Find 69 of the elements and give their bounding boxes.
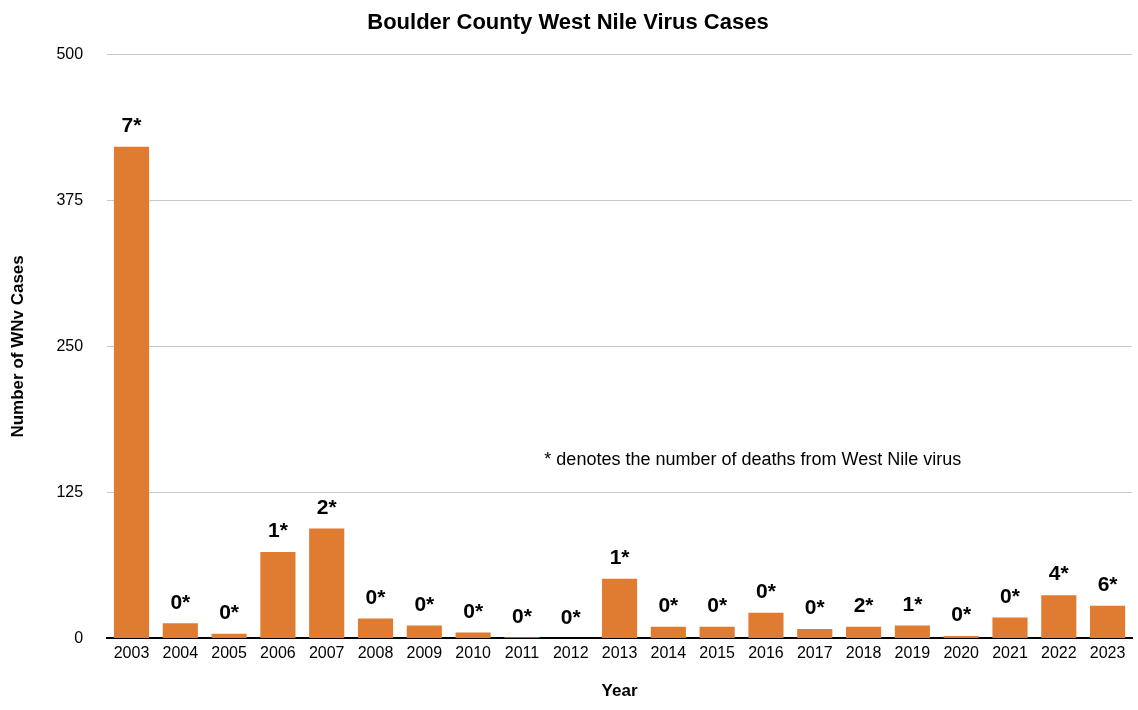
bar <box>211 633 247 638</box>
y-tick-label: 375 <box>56 190 84 208</box>
x-tick-label: 2006 <box>260 644 296 662</box>
x-tick-label: 2013 <box>601 644 638 662</box>
annotation: 0* <box>658 593 680 617</box>
x-tick-label: 2023 <box>1089 644 1126 662</box>
x-tick-label: 2011 <box>504 644 540 662</box>
y-tick-label: 500 <box>56 44 84 62</box>
bar <box>406 625 442 638</box>
annotation: 0* <box>560 604 582 628</box>
x-tick-label: 2015 <box>699 644 736 662</box>
y-tick-label: 125 <box>56 482 84 500</box>
x-tick-label: 2005 <box>211 644 248 662</box>
annotation: 4* <box>1048 561 1070 585</box>
x-tick-label: 2017 <box>796 644 833 662</box>
bar <box>699 626 735 638</box>
y-axis-title: Number of WNv Cases <box>7 255 27 438</box>
x-tick-label: 2020 <box>943 644 980 662</box>
annotation: 0* <box>1000 583 1021 607</box>
annotation: 0* <box>512 603 533 627</box>
annotation: 0* <box>951 602 972 626</box>
x-tick-label: 2021 <box>992 644 1028 662</box>
x-tick-label: 2003 <box>113 644 150 662</box>
bar <box>894 625 930 638</box>
annotation: 0* <box>219 600 240 624</box>
x-tick-label: 2012 <box>552 644 589 662</box>
x-tick-label: 2008 <box>357 644 394 662</box>
annotation: 2* <box>316 494 338 518</box>
annotation: 0* <box>463 598 484 622</box>
annotation: 2* <box>853 593 875 617</box>
bar <box>992 617 1028 638</box>
x-tick-label: 2018 <box>845 644 882 662</box>
annotation: 0* <box>365 584 387 608</box>
bar <box>113 146 150 638</box>
bar <box>1041 595 1077 638</box>
x-tick-label: 2022 <box>1041 644 1077 662</box>
bar <box>162 623 198 638</box>
x-tick-label: 2019 <box>894 644 931 662</box>
annotation: 1* <box>902 591 924 615</box>
annotation: 0* <box>170 589 192 613</box>
annotation: 6* <box>1097 571 1119 595</box>
annotation: 0* <box>707 593 728 617</box>
annotation: 0* <box>756 579 777 602</box>
x-tick-label: 2014 <box>650 644 687 662</box>
y-tick-label: 0 <box>74 628 84 646</box>
annotation: 0* <box>804 595 826 619</box>
bar <box>748 612 784 638</box>
chart-title: Boulder County West Nile Virus Cases <box>367 9 769 35</box>
bar <box>1090 605 1126 638</box>
bar <box>601 578 638 638</box>
bar <box>455 632 491 638</box>
annotation: 1* <box>609 545 631 569</box>
annotation: 1* <box>267 518 289 542</box>
bar <box>260 551 296 638</box>
x-axis-title: Year <box>601 681 638 701</box>
annotation: 0* <box>414 591 436 615</box>
bar <box>357 618 394 638</box>
x-tick-label: 2016 <box>748 644 784 662</box>
y-tick-label: 250 <box>56 336 84 354</box>
x-tick-label: 2004 <box>162 644 199 662</box>
bar <box>650 626 686 638</box>
x-tick-label: 2009 <box>406 644 443 662</box>
annotation: * denotes the number of deaths from West Nile virus <box>544 449 962 470</box>
bar <box>846 626 882 638</box>
annotation: 7* <box>121 112 143 136</box>
bar <box>797 629 833 638</box>
bar <box>309 528 345 638</box>
x-tick-label: 2007 <box>308 644 345 662</box>
x-tick-label: 2010 <box>455 644 492 662</box>
